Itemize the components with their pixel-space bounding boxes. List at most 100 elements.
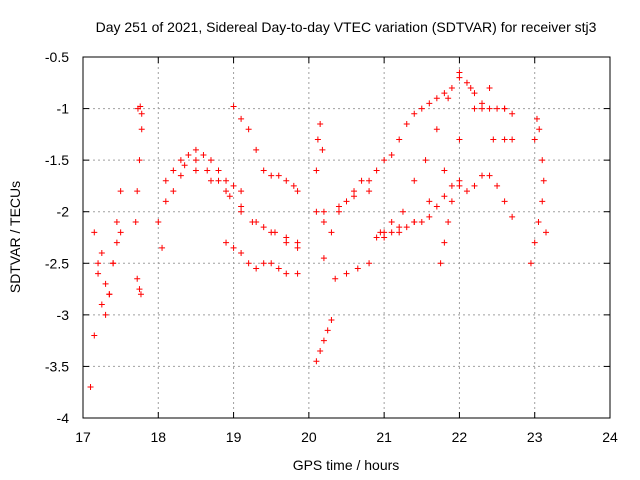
data-point <box>456 136 463 143</box>
data-point <box>381 234 388 241</box>
data-point <box>245 260 252 267</box>
series-arc-20-second <box>320 69 508 282</box>
x-tick-label: 20 <box>301 429 317 445</box>
data-point <box>204 167 211 174</box>
data-point <box>388 229 395 236</box>
data-point <box>418 105 425 112</box>
data-point <box>463 79 470 86</box>
data-point <box>396 136 403 143</box>
data-point <box>540 177 547 184</box>
data-point <box>335 203 342 210</box>
data-point <box>260 260 267 267</box>
y-tick-label: -2 <box>57 204 70 220</box>
data-point <box>456 182 463 189</box>
data-point <box>110 260 117 267</box>
data-point <box>531 136 538 143</box>
series-arc-18-c <box>162 167 301 251</box>
data-point <box>268 260 275 267</box>
x-tick-label: 18 <box>150 429 166 445</box>
data-point <box>238 208 245 215</box>
data-point <box>445 95 452 102</box>
data-point <box>494 105 501 112</box>
series-arc-18-a <box>155 146 245 226</box>
data-point <box>245 126 252 133</box>
data-point <box>283 234 290 241</box>
data-point <box>87 384 94 391</box>
data-point <box>456 74 463 81</box>
series-arc-early-mid <box>91 188 124 318</box>
series-arc-1745-top <box>134 103 145 117</box>
data-point <box>136 286 143 293</box>
data-point <box>448 198 455 205</box>
data-point <box>539 198 546 205</box>
data-point <box>159 244 166 251</box>
data-point <box>403 121 410 128</box>
data-point <box>441 239 448 246</box>
data-point <box>388 151 395 158</box>
series-arc-23-top <box>531 115 547 184</box>
data-point <box>98 249 105 256</box>
data-point <box>317 347 324 354</box>
data-point <box>358 177 365 184</box>
data-point <box>215 177 222 184</box>
data-point <box>320 255 327 262</box>
data-point <box>230 182 237 189</box>
data-point <box>396 224 403 231</box>
data-point <box>91 332 98 339</box>
data-point <box>207 157 214 164</box>
y-tick-label: -2.5 <box>45 255 69 271</box>
data-point <box>441 193 448 200</box>
data-point <box>354 265 361 272</box>
data-point <box>238 115 245 122</box>
data-point <box>411 219 418 226</box>
data-point <box>509 110 516 117</box>
data-point <box>381 157 388 164</box>
series-arc-20-main <box>313 74 516 236</box>
data-point <box>433 95 440 102</box>
data-point <box>113 239 120 246</box>
data-point <box>418 219 425 226</box>
chart-title: Day 251 of 2021, Sidereal Day-to-day VTE… <box>96 19 597 35</box>
data-point <box>422 157 429 164</box>
x-axis-label: GPS time / hours <box>293 457 400 473</box>
data-point <box>501 105 508 112</box>
series-arc-19-low <box>223 239 301 277</box>
data-point <box>268 229 275 236</box>
data-point <box>102 311 109 318</box>
data-point <box>155 219 162 226</box>
tick-labels: 17 18 19 20 21 22 23 24 -4 -3.5 -3 -2.5 -2 -1.5 -1 -0.5 <box>45 49 618 445</box>
y-tick-label: -3.5 <box>45 358 69 374</box>
data-point <box>283 177 290 184</box>
data-point <box>230 103 237 110</box>
data-point <box>200 151 207 158</box>
data-point <box>433 203 440 210</box>
data-point <box>328 317 335 324</box>
y-tick-label: -1 <box>57 101 70 117</box>
data-point <box>138 110 145 117</box>
data-point <box>467 84 474 91</box>
data-point <box>351 193 358 200</box>
data-point <box>320 208 327 215</box>
data-point <box>117 188 124 195</box>
series-arc-1745 <box>132 126 145 226</box>
data-point <box>226 193 233 200</box>
data-point <box>539 157 546 164</box>
data-point <box>373 234 380 241</box>
data-point <box>490 136 497 143</box>
data-point <box>388 219 395 226</box>
data-point <box>113 219 120 226</box>
data-point <box>268 172 275 179</box>
data-point <box>479 100 486 107</box>
y-tick-label: -3 <box>57 307 70 323</box>
y-tick-label: -1.5 <box>45 152 69 168</box>
data-point <box>448 182 455 189</box>
axis-ticks <box>82 56 611 419</box>
data-point <box>102 280 109 287</box>
data-point <box>441 167 448 174</box>
data-point <box>137 103 144 110</box>
data-point <box>223 177 230 184</box>
data-point <box>536 126 543 133</box>
series-arc-20-spike <box>313 121 326 174</box>
data-point <box>313 358 320 365</box>
